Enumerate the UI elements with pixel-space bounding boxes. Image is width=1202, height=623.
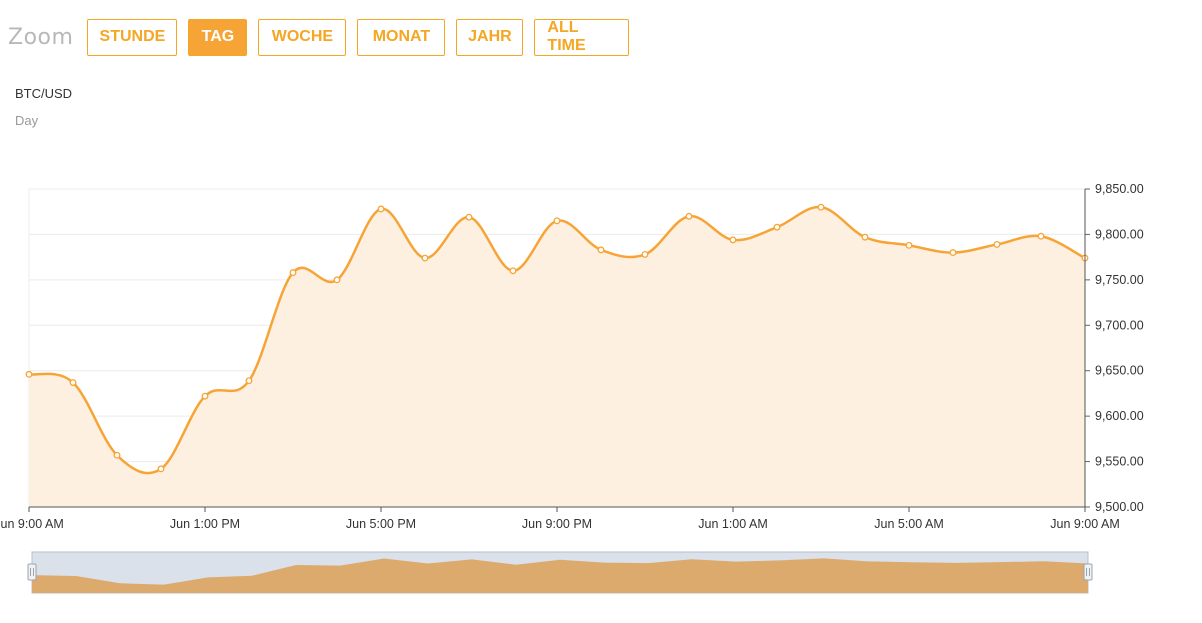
- data-point[interactable]: [333, 276, 341, 284]
- axes: 9,500.00 9,550.00 9,600.00 9,650.00 9,700.00…: [0, 182, 1144, 531]
- zoom-button-woche[interactable]: WOCHE: [258, 18, 347, 56]
- y-tick-label: 9,750.00: [1095, 273, 1144, 287]
- chart-subtitle: Day: [15, 113, 39, 128]
- data-point[interactable]: [289, 269, 297, 277]
- navigator[interactable]: [27, 551, 1093, 594]
- x-tick-label: Jun 9:00 PM: [522, 517, 592, 531]
- x-tick-label: Jun 5:00 AM: [874, 517, 944, 531]
- data-point[interactable]: [201, 392, 209, 400]
- price-area: [29, 207, 1085, 507]
- y-tick-label: 9,800.00: [1095, 227, 1144, 241]
- zoom-button-all-time[interactable]: ALL TIME: [534, 18, 630, 56]
- data-point[interactable]: [993, 240, 1001, 248]
- y-tick-label: 9,850.00: [1095, 182, 1144, 196]
- data-point[interactable]: [113, 451, 121, 459]
- data-point[interactable]: [157, 465, 165, 473]
- data-point[interactable]: [245, 377, 253, 385]
- zoom-button-jahr[interactable]: JAHR: [456, 18, 524, 56]
- y-tick-label: 9,700.00: [1095, 318, 1144, 332]
- data-point[interactable]: [377, 205, 385, 213]
- data-point[interactable]: [685, 212, 693, 220]
- zoom-button-tag[interactable]: TAG: [188, 18, 248, 56]
- y-tick-label: 9,500.00: [1095, 500, 1144, 514]
- x-tick-label: Jun 1:00 PM: [170, 517, 240, 531]
- navigator-handle-left[interactable]: [27, 563, 37, 581]
- data-point[interactable]: [641, 250, 649, 258]
- zoom-bar: Zoom STUNDE TAG WOCHE MONAT JAHR ALL TIM…: [8, 17, 640, 57]
- data-point[interactable]: [553, 217, 561, 225]
- y-tick-label: 9,600.00: [1095, 409, 1144, 423]
- data-point[interactable]: [1037, 232, 1045, 240]
- data-point[interactable]: [817, 203, 825, 211]
- data-point[interactable]: [905, 241, 913, 249]
- navigator-series: [32, 558, 1088, 593]
- x-tick-label: Jun 5:00 PM: [346, 517, 416, 531]
- data-points: [25, 203, 1089, 473]
- data-point[interactable]: [861, 233, 869, 241]
- data-point[interactable]: [509, 267, 517, 275]
- data-point[interactable]: [69, 379, 77, 386]
- x-tick-label: Jun 9:00 AM: [0, 517, 64, 531]
- data-point[interactable]: [597, 246, 605, 254]
- data-point[interactable]: [421, 254, 429, 262]
- data-point[interactable]: [729, 236, 737, 244]
- y-tick-label: 9,650.00: [1095, 364, 1144, 378]
- zoom-button-monat[interactable]: MONAT: [357, 18, 446, 56]
- zoom-button-stunde[interactable]: STUNDE: [87, 18, 178, 56]
- data-point[interactable]: [773, 223, 781, 231]
- navigator-handle-right[interactable]: [1083, 563, 1093, 581]
- data-point[interactable]: [25, 370, 33, 378]
- y-tick-label: 9,550.00: [1095, 455, 1144, 469]
- chart-title: BTC/USD: [15, 86, 73, 101]
- x-tick-label: Jun 1:00 AM: [698, 517, 768, 531]
- data-point[interactable]: [465, 213, 473, 221]
- data-point[interactable]: [949, 249, 957, 257]
- x-tick-label: Jun 9:00 AM: [1050, 517, 1120, 531]
- zoom-label: Zoom: [8, 24, 74, 50]
